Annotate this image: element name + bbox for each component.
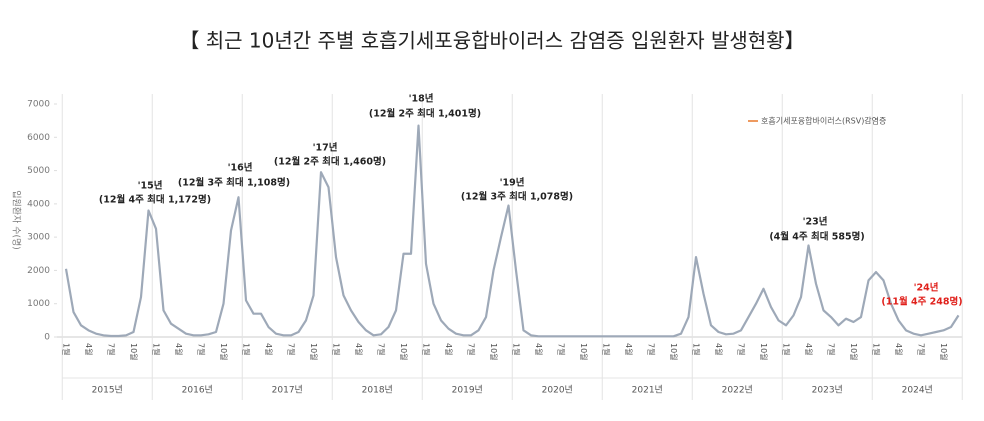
x-tick-label: 1월 [422, 343, 432, 355]
x-tick-label: 4월 [624, 343, 634, 355]
x-tick-label: 10월 [849, 343, 859, 361]
x-tick-label: 4월 [534, 343, 544, 355]
annotation-year: '17년 [313, 142, 338, 154]
year-label: 2023년 [812, 385, 843, 396]
y-tick-label: 5000 [27, 166, 50, 176]
x-tick-label: 7월 [917, 343, 927, 355]
y-tick-label: 6000 [27, 133, 50, 143]
x-tick-label: 4월 [444, 343, 454, 355]
x-tick-label: 10월 [399, 343, 409, 361]
x-tick-label: 7월 [737, 343, 747, 355]
x-tick-label: 1월 [62, 343, 72, 355]
year-label: 2015년 [92, 385, 123, 396]
x-tick-label: 10월 [939, 343, 949, 361]
y-tick-label: 7000 [27, 100, 50, 110]
x-tick-label: 4월 [84, 343, 94, 355]
annotation-year: '23년 [803, 216, 828, 228]
data-line [64, 124, 960, 338]
y-axis-label: 입원환자 수(명) [11, 190, 23, 250]
x-tick-label: 4월 [264, 343, 274, 355]
annotation-year: '19년 [500, 177, 525, 189]
x-tick-label: 7월 [557, 343, 567, 355]
x-tick-label: 4월 [174, 343, 184, 355]
x-tick-label: 7월 [827, 343, 837, 355]
x-tick-label: 1월 [332, 343, 342, 355]
y-tick-label: 3000 [27, 233, 50, 243]
year-label: 2024년 [902, 385, 933, 396]
year-label: 2016년 [182, 385, 213, 396]
annotation-detail: (11월 4주 248명) [881, 296, 962, 308]
x-tick-label: 7월 [467, 343, 477, 355]
annotation-year: '16년 [228, 162, 253, 174]
annotation-year: '15년 [138, 180, 163, 192]
x-tick-label: 10월 [579, 343, 589, 361]
y-tick-label: 2000 [27, 266, 50, 276]
y-tick-label: 0 [44, 333, 50, 343]
x-tick-label: 4월 [894, 343, 904, 355]
annotation-detail: (12월 2주 최대 1,401명) [369, 108, 481, 120]
legend-label: 호흡기세포융합바이러스(RSV)감염증 [761, 116, 886, 126]
x-tick-label: 7월 [377, 343, 387, 355]
x-tick-label: 10월 [489, 343, 499, 361]
x-tick-label: 1월 [512, 343, 522, 355]
year-label: 2020년 [542, 385, 573, 396]
x-tick-label: 1월 [242, 343, 252, 355]
annotation-year: '18년 [409, 93, 434, 105]
x-tick-label: 7월 [287, 343, 297, 355]
annotation-year: '24년 [914, 282, 939, 294]
annotation-detail: (12월 4주 최대 1,172명) [99, 194, 211, 206]
y-tick-label: 4000 [27, 199, 50, 209]
year-label: 2018년 [362, 385, 393, 396]
x-tick-label: 7월 [107, 343, 117, 355]
x-tick-label: 10월 [129, 343, 139, 361]
annotation-detail: (12월 2주 최대 1,460명) [274, 156, 386, 168]
x-tick-label: 7월 [197, 343, 207, 355]
annotation-detail: (12월 3주 최대 1,078명) [461, 191, 573, 203]
x-tick-label: 10월 [669, 343, 679, 361]
annotation-detail: (12월 3주 최대 1,108명) [178, 177, 290, 189]
year-label: 2019년 [452, 385, 483, 396]
x-tick-label: 10월 [309, 343, 319, 361]
chart-title: 【 최근 10년간 주별 호흡기세포융합바이러스 감염증 입원환자 발생현황】 [179, 29, 804, 53]
x-tick-label: 1월 [602, 343, 612, 355]
x-tick-label: 7월 [647, 343, 657, 355]
x-tick-label: 1월 [152, 343, 162, 355]
x-tick-label: 4월 [714, 343, 724, 355]
x-tick-label: 1월 [782, 343, 792, 355]
y-tick-label: 1000 [27, 299, 50, 309]
year-label: 2021년 [632, 385, 663, 396]
x-tick-label: 4월 [354, 343, 364, 355]
x-tick-label: 10월 [219, 343, 229, 361]
year-label: 2017년 [272, 385, 303, 396]
x-tick-label: 1월 [692, 343, 702, 355]
x-tick-label: 10월 [759, 343, 769, 361]
x-tick-label: 1월 [872, 343, 882, 355]
year-label: 2022년 [722, 385, 753, 396]
annotation-detail: (4월 4주 최대 585명) [769, 231, 864, 243]
x-tick-label: 4월 [804, 343, 814, 355]
